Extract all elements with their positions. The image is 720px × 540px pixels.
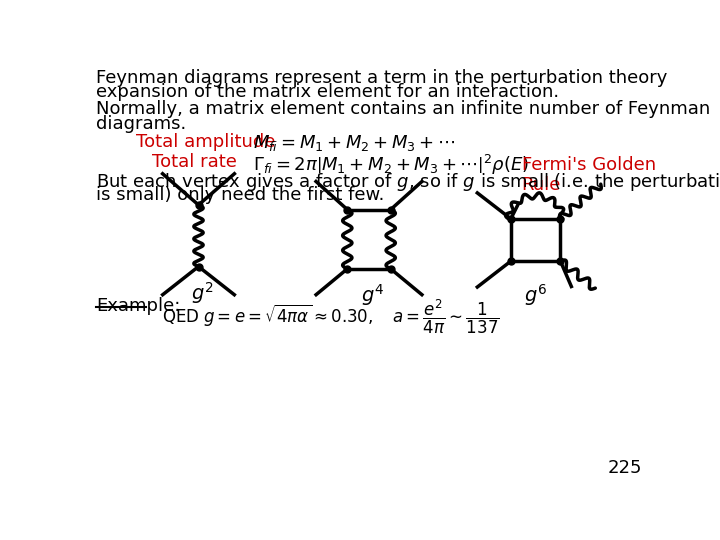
Text: $g^2$: $g^2$ bbox=[191, 280, 214, 306]
Text: 225: 225 bbox=[607, 459, 642, 477]
Text: But each vertex gives a factor of $g$, so if $g$ is small (i.e. the perturbation: But each vertex gives a factor of $g$, s… bbox=[96, 171, 720, 193]
Text: $g^6$: $g^6$ bbox=[524, 282, 547, 308]
Text: Feynman diagrams represent a term in the perturbation theory: Feynman diagrams represent a term in the… bbox=[96, 69, 667, 86]
Text: $\quad$QED$\;g = e = \sqrt{4\pi\alpha} \approx 0.30,\quad a = \dfrac{e^2}{4\pi} : $\quad$QED$\;g = e = \sqrt{4\pi\alpha} \… bbox=[145, 298, 500, 336]
Text: diagrams.: diagrams. bbox=[96, 115, 186, 133]
Text: $g^4$: $g^4$ bbox=[361, 282, 384, 308]
Text: Fermi's Golden
Rule: Fermi's Golden Rule bbox=[522, 156, 656, 194]
Text: expansion of the matrix element for an interaction.: expansion of the matrix element for an i… bbox=[96, 83, 559, 102]
Text: $M_{fi} = M_1 + M_2 + M_3 + \cdots$: $M_{fi} = M_1 + M_2 + M_3 + \cdots$ bbox=[253, 132, 455, 153]
Text: $\Gamma_{fi} = 2\pi\left|M_1 + M_2 + M_3 + \cdots\right|^2 \rho(E)$: $\Gamma_{fi} = 2\pi\left|M_1 + M_2 + M_3… bbox=[253, 153, 529, 177]
Text: Total amplitude: Total amplitude bbox=[137, 132, 276, 151]
Text: Example:: Example: bbox=[96, 298, 181, 315]
Text: Normally, a matrix element contains an infinite number of Feynman: Normally, a matrix element contains an i… bbox=[96, 100, 711, 118]
Text: Total rate: Total rate bbox=[152, 153, 237, 171]
Text: is small) only need the first few.: is small) only need the first few. bbox=[96, 186, 384, 204]
